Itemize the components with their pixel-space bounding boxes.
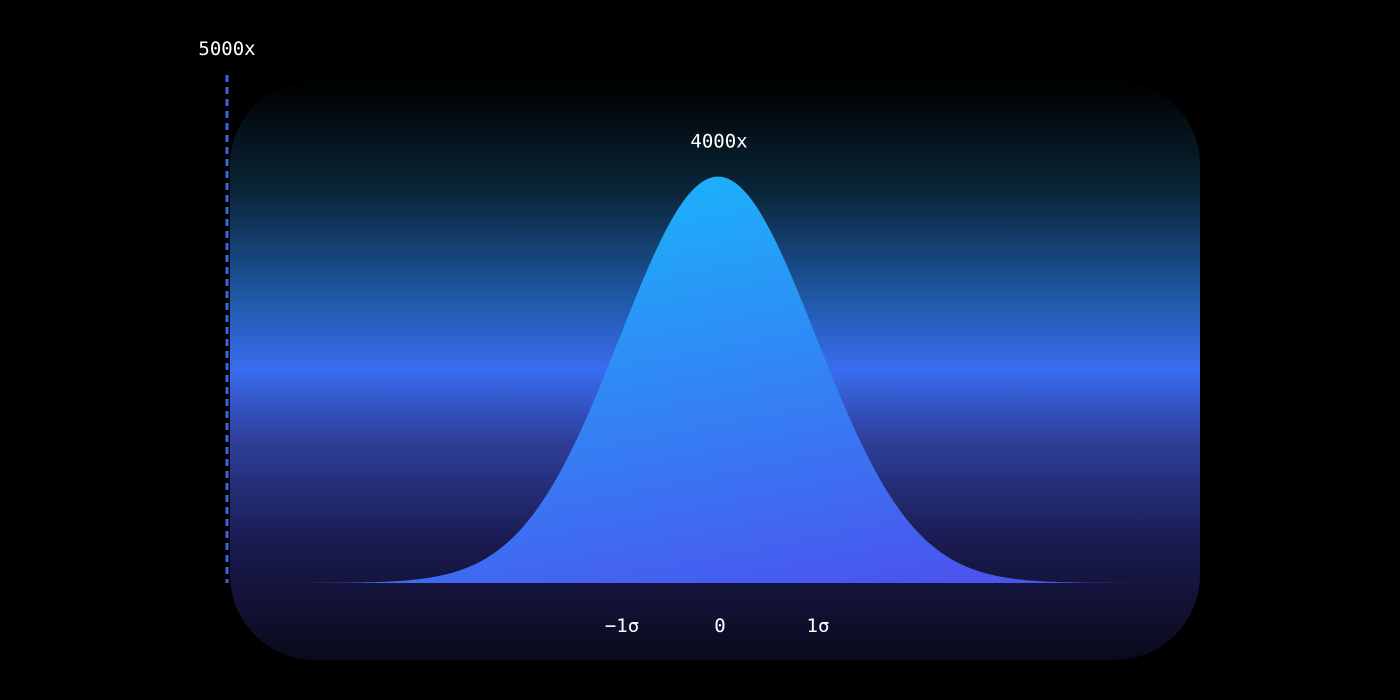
x-tick-label: 0 <box>714 615 725 637</box>
x-tick-label: −1σ <box>605 615 639 637</box>
peak-value-label: 4000x <box>690 131 747 153</box>
x-tick-label: 1σ <box>807 615 830 637</box>
bell-curve-area <box>306 176 1130 583</box>
y-axis-max-label: 5000x <box>198 38 255 60</box>
x-tick-labels: −1σ 0 1σ <box>605 615 830 637</box>
